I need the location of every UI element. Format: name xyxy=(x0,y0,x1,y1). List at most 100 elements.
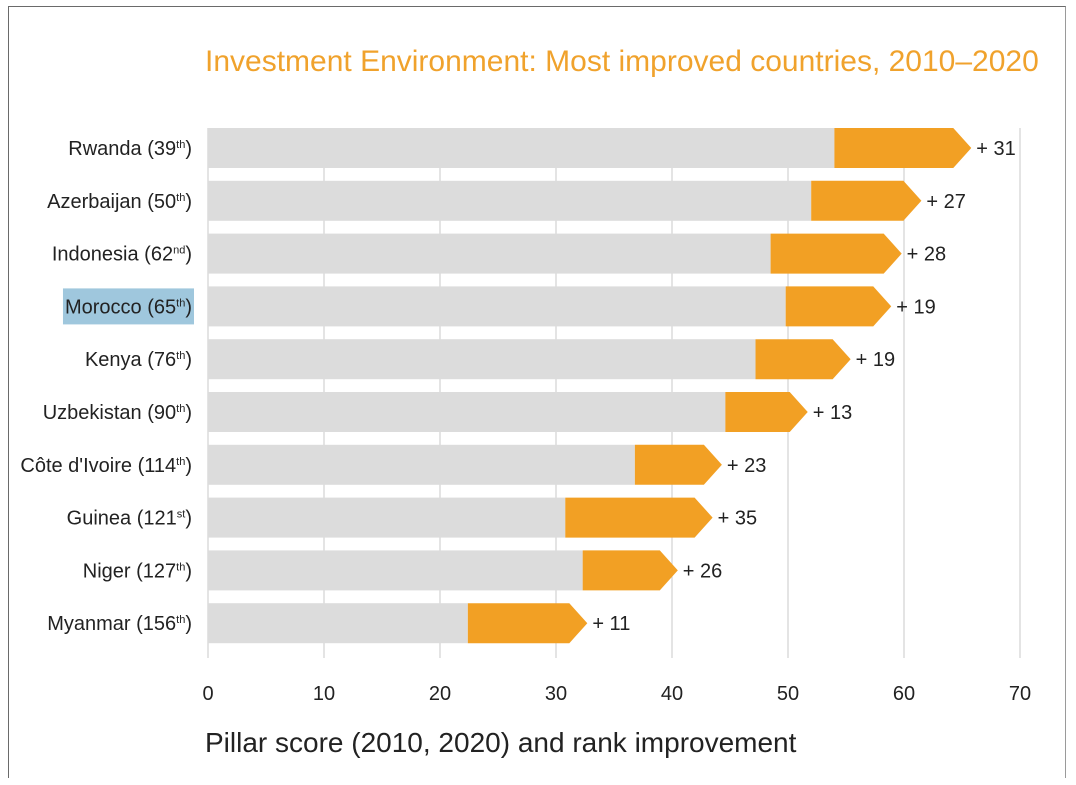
arrow-2020 xyxy=(755,339,851,380)
paren-close: ) xyxy=(185,138,192,160)
rank-improvement-label: + 26 xyxy=(683,560,722,582)
arrow-2020 xyxy=(834,128,972,168)
paren-open: ( xyxy=(139,244,152,266)
category-name: Azerbaijan xyxy=(47,191,142,213)
x-tick-label: 60 xyxy=(893,683,915,705)
paren-close: ) xyxy=(185,560,192,582)
rank-number: 156 xyxy=(143,613,176,635)
rank-number: 65 xyxy=(154,296,176,318)
x-tick-label: 20 xyxy=(429,683,451,705)
paren-open: ( xyxy=(142,296,155,318)
category-name: Morocco xyxy=(65,296,142,318)
paren-open: ( xyxy=(142,191,155,213)
category-label: Morocco (65th) xyxy=(65,296,192,318)
paren-close: ) xyxy=(185,244,192,266)
bars: + 31 + 27 + 28 + 19 + 19 + 13 + 23 + 35 + 26 + 11 xyxy=(208,128,1016,644)
category-name: Rwanda xyxy=(68,138,142,160)
category-labels: Rwanda (39th)Azerbaijan (50th)Indonesia … xyxy=(20,138,194,635)
bar-2010 xyxy=(208,392,726,432)
rank-number: 127 xyxy=(143,560,176,582)
rank-suffix: th xyxy=(176,456,185,468)
rank-number: 121 xyxy=(143,508,176,530)
category-label: Kenya (76th) xyxy=(85,349,192,371)
chart-frame xyxy=(8,6,1066,778)
x-axis-ticks: 0 10 20 30 40 50 60 70 xyxy=(202,683,1031,705)
rank-improvement-label: + 31 xyxy=(976,138,1015,160)
category-label: Niger (127th) xyxy=(83,560,192,582)
rank-suffix: th xyxy=(176,403,185,415)
x-tick-label: 50 xyxy=(777,683,799,705)
paren-close: ) xyxy=(185,508,192,530)
rank-improvement-label: + 19 xyxy=(896,296,935,318)
paren-close: ) xyxy=(185,296,192,318)
arrow-2020 xyxy=(565,497,713,538)
rank-improvement-label: + 11 xyxy=(592,613,630,635)
x-axis-label: Pillar score (2010, 2020) and rank impro… xyxy=(205,727,797,758)
paren-open: ( xyxy=(131,560,144,582)
category-name: Indonesia xyxy=(52,244,140,266)
rank-number: 39 xyxy=(154,138,176,160)
rank-suffix: th xyxy=(176,297,185,309)
x-tick-label: 40 xyxy=(661,683,683,705)
category-name: Côte d'Ivoire xyxy=(20,455,132,477)
bar-2010 xyxy=(208,444,635,485)
bar-2010 xyxy=(208,339,756,380)
rank-suffix: th xyxy=(176,192,185,204)
x-tick-label: 0 xyxy=(202,683,213,705)
bar-2010 xyxy=(208,550,583,591)
arrow-2020 xyxy=(811,180,922,221)
bar-2010 xyxy=(208,286,786,327)
rank-suffix: th xyxy=(176,614,185,626)
paren-close: ) xyxy=(185,402,192,424)
category-label: Myanmar (156th) xyxy=(47,613,192,635)
rank-suffix: st xyxy=(177,509,186,521)
rank-number: 114 xyxy=(144,455,176,477)
arrow-2020 xyxy=(467,603,588,644)
rank-suffix: th xyxy=(176,350,185,362)
category-name: Uzbekistan xyxy=(43,402,142,424)
category-label: Guinea (121st) xyxy=(67,508,192,530)
bar-2010 xyxy=(208,497,566,538)
paren-open: ( xyxy=(132,455,145,477)
arrow-2020 xyxy=(634,444,722,485)
paren-close: ) xyxy=(185,191,192,213)
x-tick-label: 70 xyxy=(1009,683,1031,705)
category-label: Azerbaijan (50th) xyxy=(47,191,192,213)
paren-open: ( xyxy=(142,138,155,160)
x-tick-label: 30 xyxy=(545,683,567,705)
bar-2010 xyxy=(208,128,835,168)
bar-2010 xyxy=(208,180,812,221)
label-highlight xyxy=(62,288,194,325)
bar-2010 xyxy=(208,603,468,644)
paren-close: ) xyxy=(185,349,192,371)
rank-improvement-label: + 19 xyxy=(856,349,895,371)
category-label: Côte d'Ivoire (114th) xyxy=(20,455,192,477)
category-label: Uzbekistan (90th) xyxy=(43,402,192,424)
rank-suffix: th xyxy=(176,139,185,151)
category-name: Myanmar xyxy=(47,613,131,635)
category-name: Kenya xyxy=(85,349,143,371)
rank-suffix: th xyxy=(176,561,185,573)
rank-number: 50 xyxy=(154,191,176,213)
bar-2010 xyxy=(208,233,771,274)
paren-open: ( xyxy=(142,402,155,424)
arrow-2020 xyxy=(582,550,678,591)
rank-improvement-label: + 23 xyxy=(727,455,766,477)
rank-suffix: nd xyxy=(173,245,185,257)
chart-title: Investment Environment: Most improved co… xyxy=(205,45,1039,78)
rank-improvement-label: + 28 xyxy=(907,244,946,266)
rank-number: 76 xyxy=(154,349,176,371)
paren-close: ) xyxy=(185,613,192,635)
rank-improvement-label: + 13 xyxy=(813,402,852,424)
category-name: Niger xyxy=(83,560,131,582)
x-tick-label: 10 xyxy=(313,683,335,705)
arrow-2020 xyxy=(785,286,892,327)
category-name: Guinea xyxy=(67,508,132,530)
paren-open: ( xyxy=(142,349,155,371)
rank-improvement-label: + 35 xyxy=(718,508,757,530)
arrow-2020 xyxy=(725,392,808,432)
rank-number: 90 xyxy=(154,402,176,424)
rank-number: 62 xyxy=(151,244,173,266)
category-label: Rwanda (39th) xyxy=(68,138,192,160)
